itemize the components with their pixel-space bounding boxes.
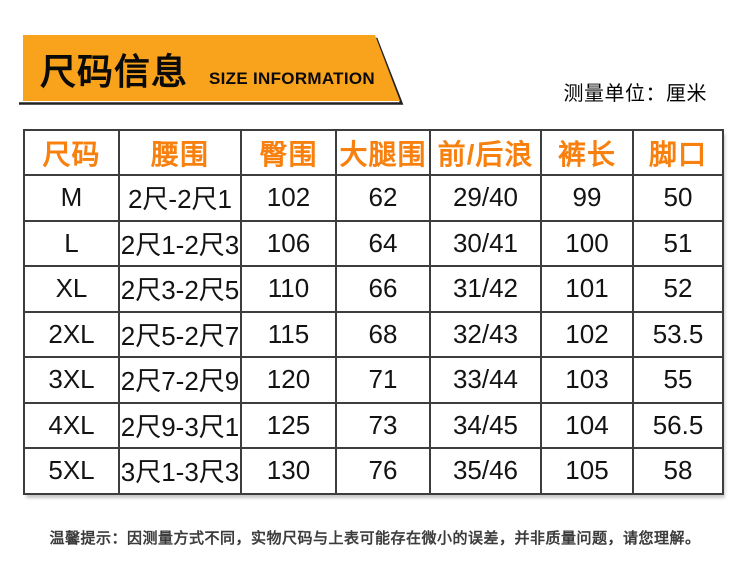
footer-note: 温馨提示：因测量方式不同，实物尺码与上表可能存在微小的误差，并非质量问题，请您理… [49,530,701,547]
table-cell: 99 [540,174,634,222]
size-cell: 3XL [23,356,120,404]
table-cell: 29/40 [429,174,542,222]
size-info-banner: 尺码信息 SIZE INFORMATION [17,29,417,107]
table-cell: 58 [632,447,724,495]
table-header-row: 尺码 腰围 臀围 大腿围 前/后浪 裤长 脚口 [23,129,724,176]
table-cell: 2尺-2尺1 [118,174,242,222]
table-cell: 101 [540,265,634,313]
size-table-body: M 2尺-2尺1 102 62 29/40 99 50 L 2尺1-2尺3 106 64 30/41 1… [23,174,724,495]
table-cell: 2尺7-2尺9 [118,356,242,404]
table-row: 2XL 2尺5-2尺7 115 68 32/43 102 53.5 [23,310,724,358]
table-row: 5XL 3尺1-3尺3 130 76 35/46 105 58 [23,447,724,495]
column-header-leg-opening: 脚口 [632,129,724,176]
table-row: XL 2尺3-2尺5 110 66 31/42 101 52 [23,265,724,313]
table-cell: 100 [540,219,634,267]
table-cell: 2尺9-3尺1 [118,401,242,449]
column-header-size: 尺码 [23,129,120,176]
table-row: M 2尺-2尺1 102 62 29/40 99 50 [23,174,724,222]
table-cell: 120 [240,356,337,404]
table-cell: 125 [240,401,337,449]
banner-text: 尺码信息 SIZE INFORMATION [40,51,410,92]
size-cell: 4XL [23,401,120,449]
table-cell: 76 [335,447,431,495]
table-cell: 103 [540,356,634,404]
table-row: 3XL 2尺7-2尺9 120 71 33/44 103 55 [23,356,724,404]
banner-subtitle: SIZE INFORMATION [209,69,375,88]
table-cell: 56.5 [632,401,724,449]
column-header-pant-length: 裤长 [540,129,634,176]
table-cell: 31/42 [429,265,542,313]
size-cell: 5XL [23,447,120,495]
column-header-waist: 腰围 [118,129,242,176]
table-cell: 53.5 [632,310,724,358]
measurement-unit-label: 测量单位：厘米 [563,83,707,105]
table-cell: 110 [240,265,337,313]
size-cell: 2XL [23,310,120,358]
table-cell: 68 [335,310,431,358]
table-row: L 2尺1-2尺3 106 64 30/41 100 51 [23,219,724,267]
column-header-rise: 前/后浪 [429,129,542,176]
table-cell: 71 [335,356,431,404]
table-cell: 3尺1-3尺3 [118,447,242,495]
table-cell: 66 [335,265,431,313]
table-cell: 102 [240,174,337,222]
table-cell: 50 [632,174,724,222]
size-table: 尺码 腰围 臀围 大腿围 前/后浪 裤长 脚口 M 2尺-2尺1 102 62 29/4… [23,129,724,495]
table-cell: 104 [540,401,634,449]
column-header-hip: 臀围 [240,129,337,176]
table-cell: 64 [335,219,431,267]
table-cell: 2尺3-2尺5 [118,265,242,313]
table-cell: 32/43 [429,310,542,358]
size-cell: XL [23,265,120,313]
size-cell: M [23,174,120,222]
table-cell: 2尺1-2尺3 [118,219,242,267]
table-cell: 115 [240,310,337,358]
table-cell: 51 [632,219,724,267]
table-cell: 106 [240,219,337,267]
table-cell: 34/45 [429,401,542,449]
banner-title: 尺码信息 [40,51,189,92]
table-cell: 35/46 [429,447,542,495]
table-cell: 33/44 [429,356,542,404]
table-cell: 30/41 [429,219,542,267]
column-header-thigh: 大腿围 [335,129,431,176]
table-cell: 73 [335,401,431,449]
table-cell: 62 [335,174,431,222]
table-cell: 52 [632,265,724,313]
banner-ribbon-shape [19,35,404,105]
table-cell: 55 [632,356,724,404]
table-cell: 2尺5-2尺7 [118,310,242,358]
table-cell: 102 [540,310,634,358]
table-cell: 130 [240,447,337,495]
table-cell: 105 [540,447,634,495]
size-cell: L [23,219,120,267]
table-row: 4XL 2尺9-3尺1 125 73 34/45 104 56.5 [23,401,724,449]
